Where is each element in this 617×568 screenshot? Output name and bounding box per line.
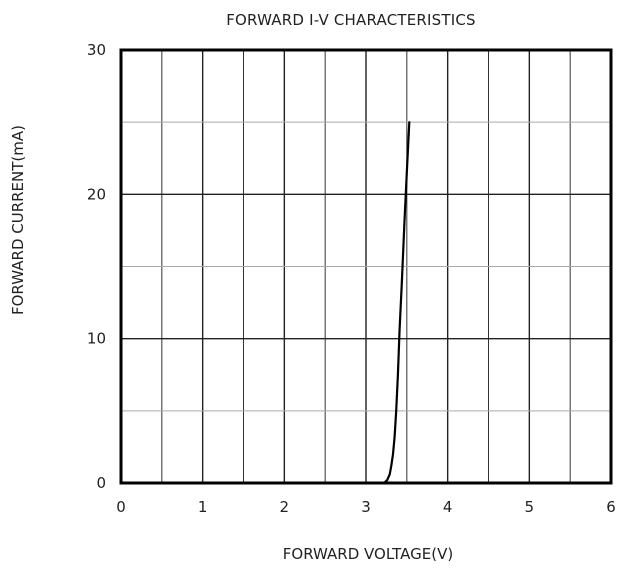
x-tick-label: 3 bbox=[361, 498, 371, 516]
x-tick-label: 1 bbox=[198, 498, 208, 516]
x-tick-label: 2 bbox=[280, 498, 290, 516]
y-tick-label: 0 bbox=[96, 474, 106, 492]
y-tick-label: 10 bbox=[87, 330, 106, 348]
x-axis-tick-labels: 0 1 2 3 4 5 6 bbox=[116, 498, 616, 516]
x-tick-label: 4 bbox=[443, 498, 453, 516]
x-tick-label: 0 bbox=[116, 498, 126, 516]
plot-area-frame bbox=[119, 48, 613, 485]
x-tick-label: 6 bbox=[606, 498, 616, 516]
y-tick-label: 20 bbox=[87, 185, 106, 203]
y-axis-tick-labels: 0 10 20 30 bbox=[87, 41, 106, 492]
y-tick-label: 30 bbox=[87, 41, 106, 59]
chart-title: FORWARD I-V CHARACTERISTICS bbox=[226, 11, 476, 29]
series-layer bbox=[382, 121, 411, 485]
iv-curve-line bbox=[382, 121, 411, 485]
x-tick-label: 5 bbox=[525, 498, 535, 516]
x-axis-label: FORWARD VOLTAGE(V) bbox=[283, 545, 453, 563]
y-axis-label: FORWARD CURRENT(mA) bbox=[9, 125, 27, 315]
grid-lines bbox=[121, 50, 611, 483]
